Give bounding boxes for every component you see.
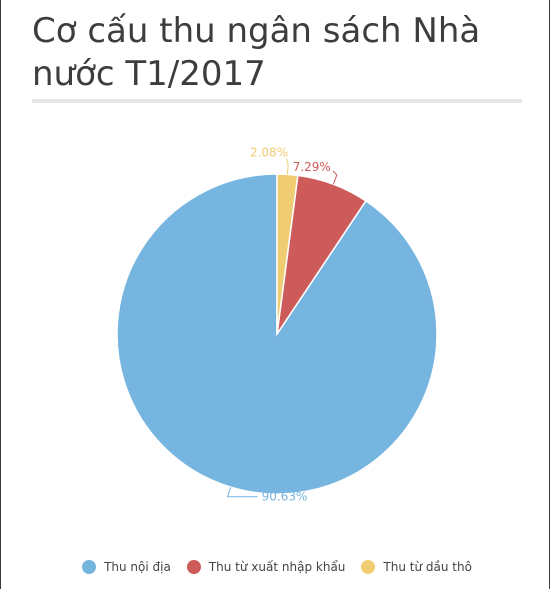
legend-label: Thu nội địa xyxy=(104,560,171,574)
legend-item-thu-noi-dia[interactable]: Thu nội địa xyxy=(82,560,171,574)
chart-legend: Thu nội địa Thu từ xuất nhập khẩu Thu từ… xyxy=(1,560,552,574)
chart-title: Cơ cấu thu ngân sách Nhà nước T1/2017 xyxy=(32,11,481,94)
legend-swatch xyxy=(82,560,97,574)
legend-item-thu-dau-tho[interactable]: Thu từ dầu thô xyxy=(361,560,472,574)
legend-swatch xyxy=(361,560,376,574)
legend-label: Thu từ xuất nhập khẩu xyxy=(208,560,346,574)
label-leader-line xyxy=(285,158,289,175)
label-leader-line xyxy=(227,486,258,498)
legend-swatch xyxy=(186,560,201,574)
legend-label: Thu từ dầu thô xyxy=(383,560,472,574)
slice-data-label: 2.08% xyxy=(250,145,288,159)
slice-data-label: 7.29% xyxy=(293,160,331,174)
legend-item-thu-xuat-nhap-khau[interactable]: Thu từ xuất nhập khẩu xyxy=(186,560,346,574)
label-leader-line xyxy=(332,170,338,185)
title-divider xyxy=(32,99,522,103)
slice-data-label: 90.63% xyxy=(262,490,308,504)
